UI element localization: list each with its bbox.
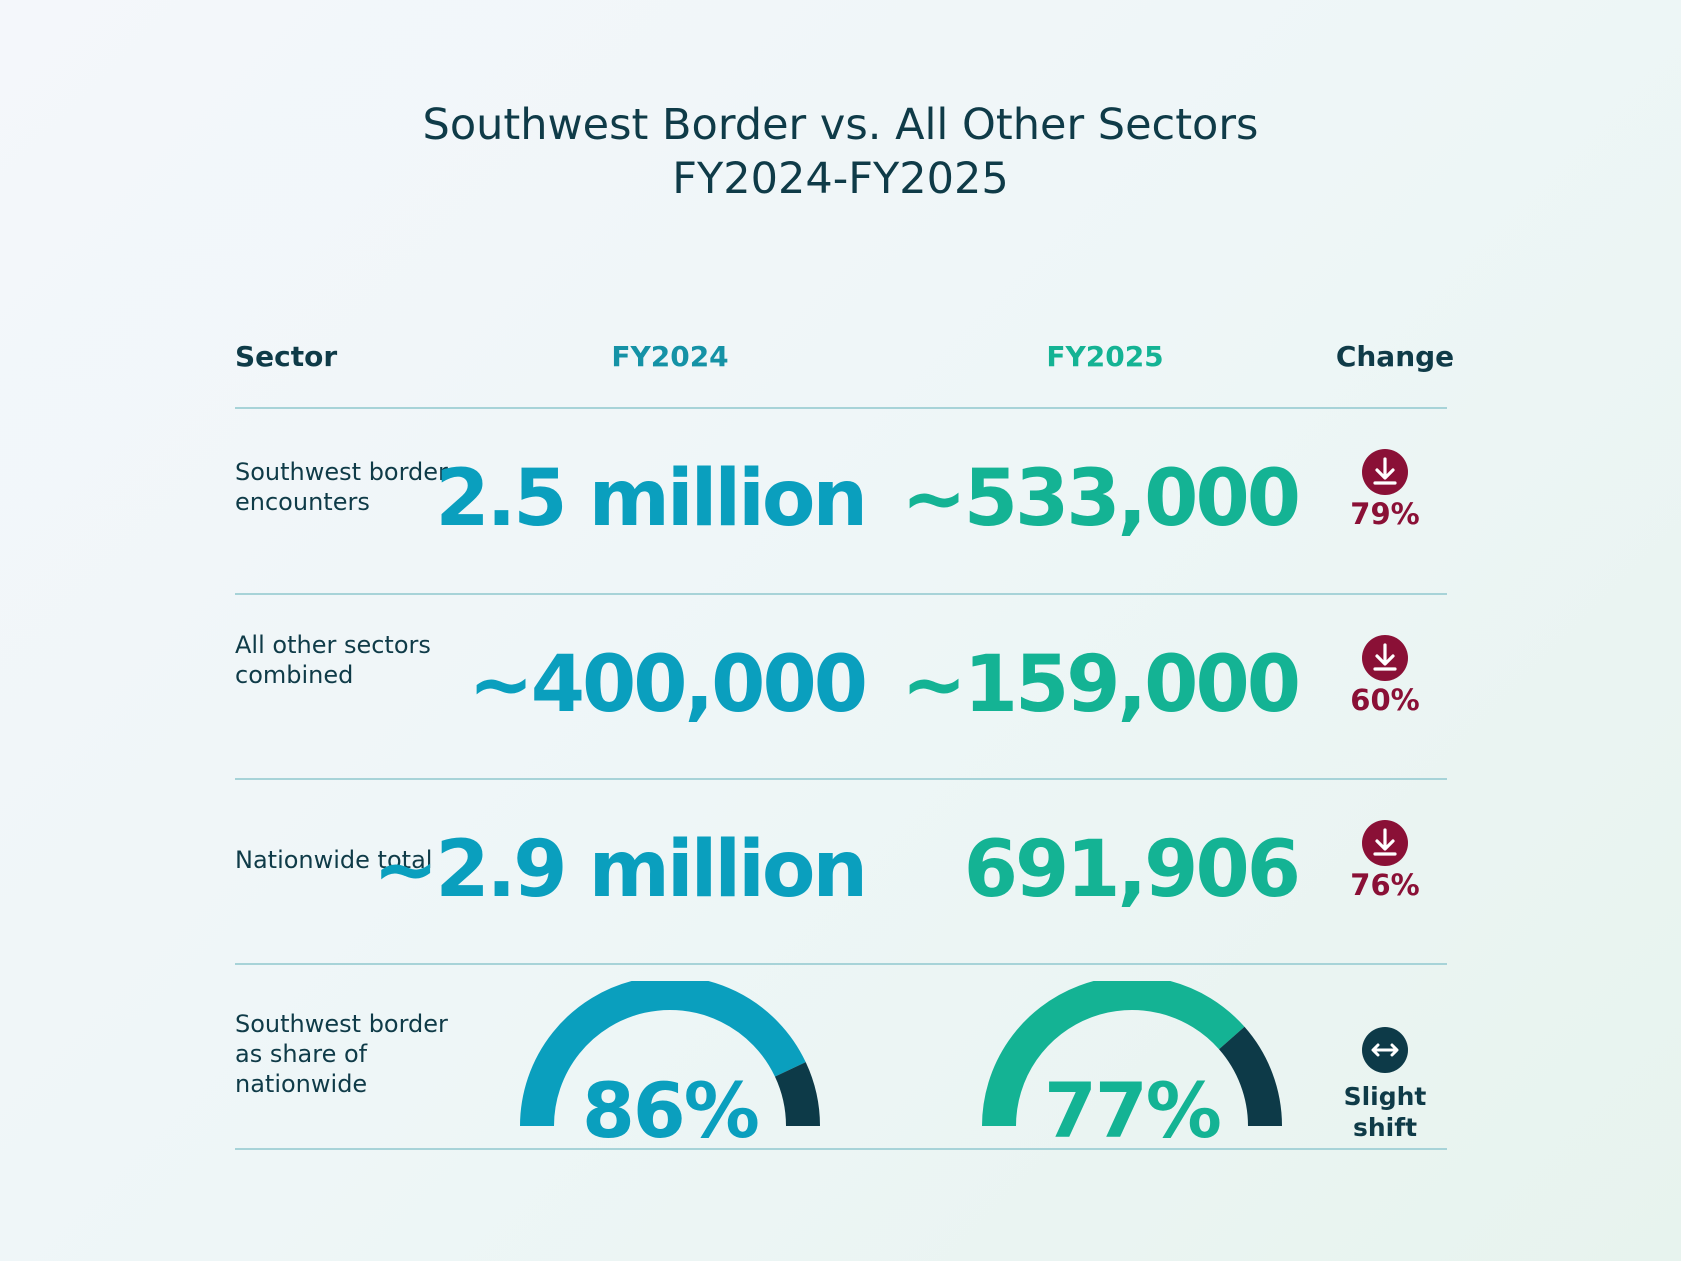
title-line-1: Southwest Border vs. All Other Sectors (422, 100, 1259, 150)
gauge-fy2024-remainder-arc (774, 1062, 820, 1127)
header-sector: Sector (235, 340, 338, 373)
arrow-down-icon (1362, 635, 1408, 681)
gauge-fy2024-share-arc (520, 981, 806, 1127)
fy2024-value: ~2.9 million (372, 825, 868, 915)
table-row: Southwest border as share of nationwide … (0, 965, 1681, 1155)
header-fy2025: FY2025 (1046, 340, 1164, 373)
gauge-fy2024-chart (520, 981, 820, 1127)
gauge-fy2025-share-arc (982, 981, 1245, 1127)
arrow-down-icon (1362, 449, 1408, 495)
change-cell: Slight shift (1335, 1027, 1435, 1143)
table-divider (235, 407, 1447, 409)
page-title: Southwest Border vs. All Other Sectors F… (0, 98, 1681, 206)
gauge-fy2025: 77% (977, 981, 1287, 1155)
header-fy2024: FY2024 (611, 340, 729, 373)
table-divider (235, 1148, 1447, 1150)
gauge-fy2024-value: 86% (582, 1066, 760, 1155)
row-label: Nationwide total (235, 846, 433, 874)
row-label: Southwest border as share of nationwide (235, 1010, 448, 1098)
fy2025-value: ~159,000 (901, 640, 1301, 730)
table-row: All other sectors combined ~400,000 ~159… (0, 595, 1681, 780)
table-divider (235, 778, 1447, 780)
table-divider (235, 963, 1447, 965)
change-percent: 76% (1350, 868, 1420, 902)
change-cell: 60% (1335, 635, 1435, 717)
gauge-fy2025-value: 77% (1044, 1066, 1222, 1155)
row-label: Southwest border encounters (235, 458, 448, 516)
fy2025-value: ~533,000 (901, 454, 1301, 544)
change-percent: 60% (1350, 683, 1420, 717)
table-row: Nationwide total ~2.9 million 691,906 76… (0, 780, 1681, 965)
gauge-fy2025-remainder-arc (1218, 1026, 1282, 1127)
fy2024-value: 2.5 million (435, 454, 868, 544)
change-label: Slight shift (1343, 1082, 1427, 1142)
fy2025-value: 691,906 (963, 825, 1301, 915)
table-row: Southwest border encounters 2.5 million … (0, 409, 1681, 594)
title-line-2: FY2024-FY2025 (672, 154, 1009, 204)
fy2024-value: ~400,000 (468, 640, 868, 730)
header-change: Change (1335, 340, 1455, 373)
table-divider (235, 593, 1447, 595)
gauge-fy2025-chart (982, 981, 1282, 1127)
arrow-down-icon (1362, 820, 1408, 866)
gauge-fy2024: 86% (515, 981, 825, 1155)
row-label: All other sectors combined (235, 631, 431, 689)
change-cell: 79% (1335, 449, 1435, 531)
change-cell: 76% (1335, 820, 1435, 902)
change-percent: 79% (1350, 497, 1420, 531)
horizontal-arrows-icon (1362, 1027, 1408, 1073)
